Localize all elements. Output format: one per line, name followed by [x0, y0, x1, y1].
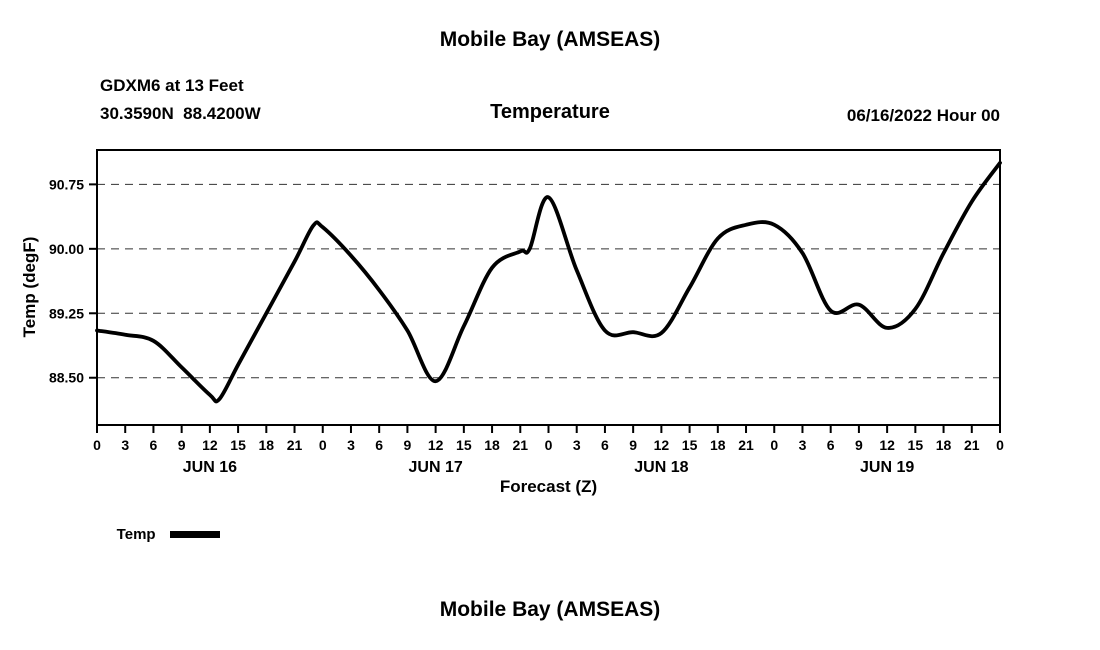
x-tick-label: 15 — [456, 437, 472, 453]
day-label: JUN 18 — [634, 459, 688, 476]
day-label: JUN 19 — [860, 459, 914, 476]
x-tick-label: 12 — [879, 437, 895, 453]
day-label: JUN 17 — [409, 459, 463, 476]
x-tick-label: 15 — [682, 437, 698, 453]
station-coordinates: 30.3590N 88.4200W — [100, 104, 261, 123]
x-tick-label: 0 — [93, 437, 101, 453]
x-tick-label: 9 — [178, 437, 186, 453]
x-tick-label: 0 — [996, 437, 1004, 453]
x-tick-label: 12 — [654, 437, 670, 453]
x-tick-label: 6 — [150, 437, 158, 453]
y-axis-label: Temp (degF) — [20, 236, 39, 338]
day-label: JUN 16 — [183, 459, 237, 476]
y-tick-label: 88.50 — [49, 370, 84, 386]
x-tick-label: 21 — [738, 437, 754, 453]
x-tick-label: 15 — [908, 437, 924, 453]
x-tick-label: 21 — [512, 437, 528, 453]
x-axis-label: Forecast (Z) — [499, 477, 598, 496]
y-tick-label: 90.75 — [49, 176, 84, 192]
x-tick-label: 6 — [827, 437, 835, 453]
x-tick-label: 15 — [230, 437, 246, 453]
legend-line-swatch — [169, 530, 220, 538]
variable-title: Temperature — [490, 101, 610, 123]
x-tick-label: 12 — [428, 437, 444, 453]
plot-border — [96, 149, 1001, 426]
x-tick-label: 3 — [121, 437, 129, 453]
x-tick-label: 21 — [287, 437, 303, 453]
x-tick-label: 3 — [573, 437, 581, 453]
station-name: GDXM6 at 13 Feet — [100, 76, 244, 95]
x-tick-label: 3 — [799, 437, 807, 453]
series-line-temp — [95, 161, 1002, 404]
x-tick-label: 18 — [259, 437, 275, 453]
legend: Temp — [100, 509, 220, 560]
y-tick-label: 90.00 — [49, 241, 84, 257]
x-tick-label: 18 — [936, 437, 952, 453]
x-tick-label: 9 — [629, 437, 637, 453]
x-tick-label: 3 — [347, 437, 355, 453]
chart-title: Mobile Bay (AMSEAS) — [439, 28, 661, 51]
y-tick-label: 89.25 — [49, 305, 84, 321]
x-tick-label: 6 — [375, 437, 383, 453]
x-tick-label: 9 — [855, 437, 863, 453]
x-tick-label: 0 — [770, 437, 778, 453]
x-tick-label: 9 — [404, 437, 412, 453]
x-tick-label: 21 — [964, 437, 980, 453]
x-tick-label: 0 — [545, 437, 553, 453]
legend-label: Temp — [116, 526, 156, 543]
x-tick-label: 18 — [484, 437, 500, 453]
x-tick-label: 18 — [710, 437, 726, 453]
x-tick-label: 12 — [202, 437, 218, 453]
x-tick-label: 0 — [319, 437, 327, 453]
next-chart-title: Mobile Bay (AMSEAS) — [439, 598, 661, 621]
init-time: 06/16/2022 Hour 00 — [846, 106, 1000, 125]
x-tick-label: 6 — [601, 437, 609, 453]
